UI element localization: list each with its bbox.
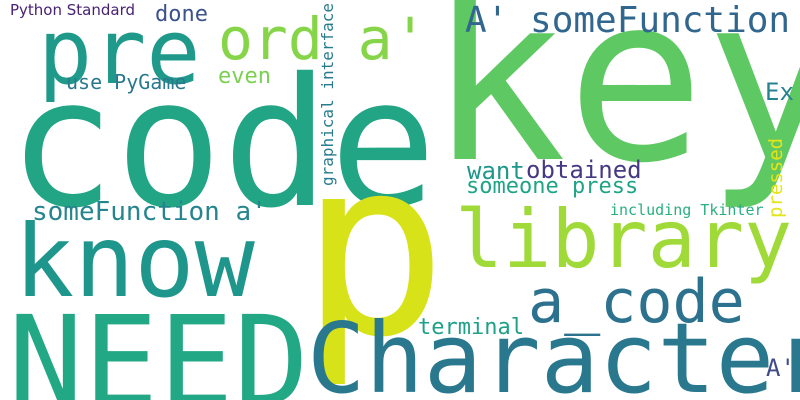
word-know: know [14, 203, 255, 320]
word-somefunction-a: someFunction a' [32, 197, 267, 227]
word-want: want [467, 157, 525, 185]
word-python-standard: Python Standard [10, 1, 136, 19]
word-key: key [428, 0, 800, 214]
word-including-tkinter: including Tkinter [610, 201, 764, 219]
word-ord-a: ord a' [218, 5, 428, 73]
word-done: done [155, 2, 208, 27]
word-even: even [218, 64, 271, 89]
word-terminal: terminal [418, 315, 524, 340]
word-pre: pre [38, 0, 201, 105]
word-library: library [455, 193, 793, 286]
word-use-pygame: use PyGame [66, 70, 187, 94]
word-character: Character [307, 302, 800, 400]
word-code: code [8, 40, 437, 247]
word-someone-press: someone press [466, 174, 639, 199]
word-a-small: A' [766, 354, 795, 382]
word-pressed: pressed [765, 137, 787, 218]
word-graphical-interface: graphical interface [318, 2, 337, 186]
word-a-somefunction: A' someFunction [465, 0, 791, 41]
word-ex: Ex [765, 78, 794, 106]
word-obtained: obtained [526, 156, 642, 184]
word-need: NEED [8, 290, 310, 400]
word-a-code: a_code [528, 267, 745, 337]
word-p: p [300, 106, 448, 391]
